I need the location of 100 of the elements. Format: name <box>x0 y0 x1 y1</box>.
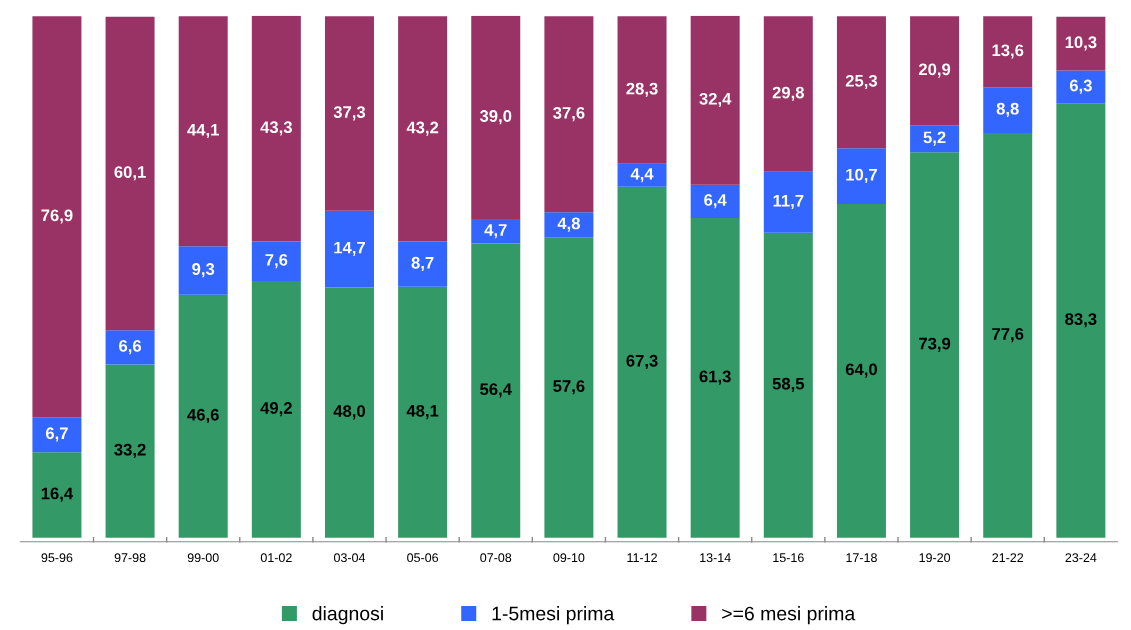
bar <box>617 186 667 538</box>
data-label: 16,4 <box>41 487 74 502</box>
x-tick-label: 09-10 <box>553 553 585 563</box>
bar <box>690 218 740 538</box>
bar <box>983 133 1033 538</box>
bar <box>398 286 448 538</box>
x-tick-label: 23-24 <box>1065 553 1097 563</box>
bar <box>398 16 448 242</box>
legend-label: 1-5mesi prima <box>492 606 615 625</box>
x-tick-label: 19-20 <box>919 553 951 563</box>
bar <box>544 16 594 213</box>
data-label: 6,7 <box>45 427 68 442</box>
data-label: 10,3 <box>1065 36 1097 51</box>
data-label: 64,0 <box>845 363 877 378</box>
legend-label: diagnosi <box>312 606 383 625</box>
bar <box>690 184 740 219</box>
x-tick-label: 97-98 <box>114 553 146 563</box>
x-tick-label: 15-16 <box>773 553 804 563</box>
bar <box>763 16 813 172</box>
bar <box>32 417 82 453</box>
data-label: 5,2 <box>923 131 946 146</box>
bar <box>544 212 594 238</box>
bar <box>471 219 521 244</box>
data-label: 49,2 <box>260 402 292 417</box>
data-label: 6,3 <box>1069 79 1092 94</box>
data-label: 43,3 <box>260 121 292 136</box>
bar <box>324 287 374 538</box>
data-label: 14,7 <box>334 241 365 256</box>
legend-label: >=6 mesi prima <box>722 606 856 625</box>
x-tick-label: 21-22 <box>992 553 1024 562</box>
bar <box>32 16 82 418</box>
x-tick-label: 17-18 <box>846 553 877 563</box>
bar <box>471 243 521 538</box>
data-label: 4,4 <box>630 168 654 183</box>
x-tick-label: 95-96 <box>41 553 73 563</box>
data-label: 43,2 <box>406 121 439 136</box>
data-label: 10,7 <box>846 168 877 183</box>
x-tick-label: 03-04 <box>333 553 366 563</box>
data-label: 6,6 <box>119 340 142 355</box>
data-label: 37,3 <box>333 106 366 121</box>
data-label: 61,3 <box>699 370 731 385</box>
data-label: 6,4 <box>704 194 727 209</box>
data-label: 9,3 <box>192 263 215 278</box>
data-label: 4,7 <box>484 224 507 239</box>
data-label: 33,2 <box>114 443 146 458</box>
bar <box>105 330 155 365</box>
bar <box>324 16 374 211</box>
data-label: 67,3 <box>626 354 658 370</box>
data-label: 37,6 <box>553 106 585 122</box>
data-label: 4,8 <box>557 217 580 232</box>
x-tick-label: 99-00 <box>187 553 219 563</box>
bar <box>544 237 594 538</box>
bar <box>910 152 960 538</box>
bar <box>836 148 886 204</box>
data-label: 11,7 <box>773 194 804 210</box>
bar <box>32 452 82 538</box>
x-tick-label: 11-12 <box>627 553 657 562</box>
bar <box>617 163 667 187</box>
bar <box>910 125 960 153</box>
data-label: 58,5 <box>772 377 805 393</box>
data-label: 7,6 <box>265 253 288 269</box>
x-tick-label: 01-02 <box>260 553 292 563</box>
data-label: 29,8 <box>772 86 805 101</box>
bar <box>983 87 1033 134</box>
data-label: 60,1 <box>114 166 146 181</box>
bar <box>251 15 301 242</box>
x-tick-label: 13-14 <box>700 553 731 563</box>
data-label: 8,8 <box>996 102 1019 118</box>
bar <box>836 203 886 538</box>
data-label: 32,4 <box>699 92 732 108</box>
bar <box>1056 70 1106 104</box>
x-tick-label: 05-06 <box>407 553 439 563</box>
bar <box>763 171 813 233</box>
data-label: 56,4 <box>480 383 512 398</box>
data-label: 44,1 <box>187 124 219 139</box>
x-tick-label: 07-08 <box>480 553 512 563</box>
data-label: 8,7 <box>411 256 434 272</box>
bar <box>398 241 448 287</box>
data-label: 73,9 <box>919 337 951 352</box>
data-label: 83,3 <box>1065 313 1097 328</box>
bar <box>251 241 301 282</box>
bar <box>763 232 813 538</box>
bar <box>1056 16 1106 71</box>
data-label: 57,6 <box>553 380 585 395</box>
bar <box>178 246 228 295</box>
data-label: 39,0 <box>479 110 512 125</box>
data-label: 20,9 <box>918 63 951 78</box>
bar <box>471 15 521 220</box>
bar <box>105 364 155 538</box>
bar <box>690 15 740 185</box>
data-label: 25,3 <box>845 74 878 90</box>
data-label: 76,9 <box>41 209 73 224</box>
bar <box>617 16 667 164</box>
data-label: 28,3 <box>626 82 658 97</box>
bar <box>324 210 374 288</box>
bar <box>910 16 960 126</box>
data-label: 77,6 <box>992 328 1024 343</box>
data-label: 13,6 <box>992 44 1024 59</box>
data-label: 48,0 <box>333 405 366 420</box>
bar <box>1056 103 1106 538</box>
